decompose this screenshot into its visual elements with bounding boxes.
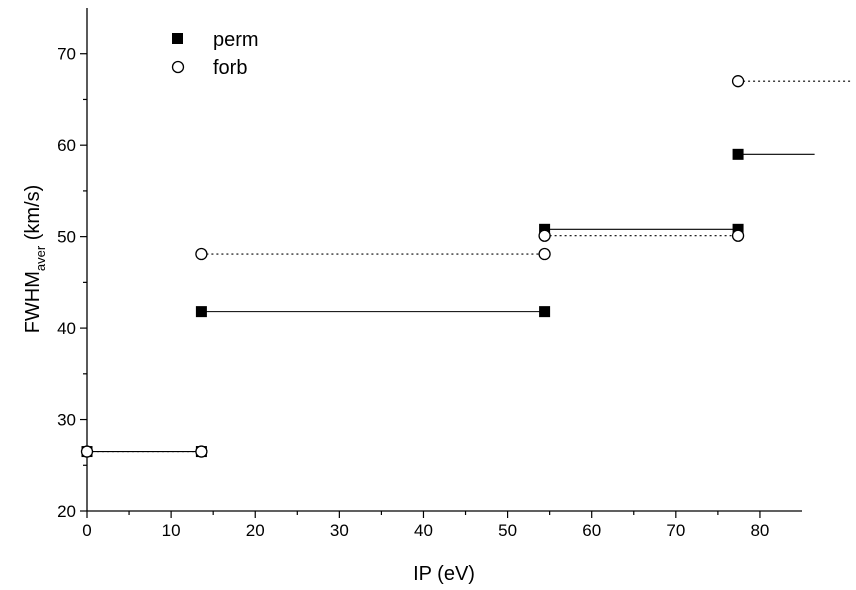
x-tick-label: 50 (498, 521, 517, 540)
x-axis-title: IP (eV) (413, 563, 475, 585)
x-tick-label: 0 (82, 521, 91, 540)
y-tick-label: 40 (57, 319, 76, 338)
axes: 0 10 20 30 40 50 60 70 80 20 30 40 50 60 70 (57, 8, 802, 540)
x-tick-label: 80 (750, 521, 769, 540)
y-tick-label: 30 (57, 411, 76, 430)
x-tick-label: 70 (666, 521, 685, 540)
data-point-perm (539, 223, 551, 235)
data-point-forb (538, 229, 551, 242)
legend-label-perm: perm (213, 29, 259, 51)
data-point-perm (539, 306, 551, 318)
y-axis-title-subscript: aver (33, 245, 48, 271)
legend-marker-perm (172, 33, 183, 44)
series-markers (80, 75, 745, 458)
x-tick-label: 10 (162, 521, 181, 540)
x-tick-label: 40 (414, 521, 433, 540)
data-point-perm (195, 306, 207, 318)
y-tick-label: 70 (57, 45, 76, 64)
y-tick-label: 60 (57, 136, 76, 155)
legend-marker-forb (171, 60, 185, 74)
x-tick-label: 20 (246, 521, 265, 540)
data-point-forb (731, 229, 745, 242)
data-point-perm (732, 148, 744, 160)
data-point-forb (731, 75, 745, 88)
data-point-perm (732, 223, 744, 235)
y-tick-label: 20 (57, 502, 76, 521)
x-tick-label: 60 (582, 521, 601, 540)
series-lines (87, 80, 853, 453)
x-tick-label: 30 (330, 521, 349, 540)
data-point-forb (195, 445, 208, 458)
y-axis-title-main: FWHM (22, 271, 44, 333)
legend-label-forb: forb (213, 57, 247, 79)
legend: perm forb (171, 29, 259, 79)
y-tick-label: 50 (57, 228, 76, 247)
y-axis-title: FWHMaver (km/s) (22, 185, 48, 334)
data-point-forb (80, 445, 94, 458)
y-axis-title-suffix: (km/s) (22, 185, 44, 246)
data-point-forb (195, 247, 208, 261)
data-point-forb (538, 247, 551, 261)
